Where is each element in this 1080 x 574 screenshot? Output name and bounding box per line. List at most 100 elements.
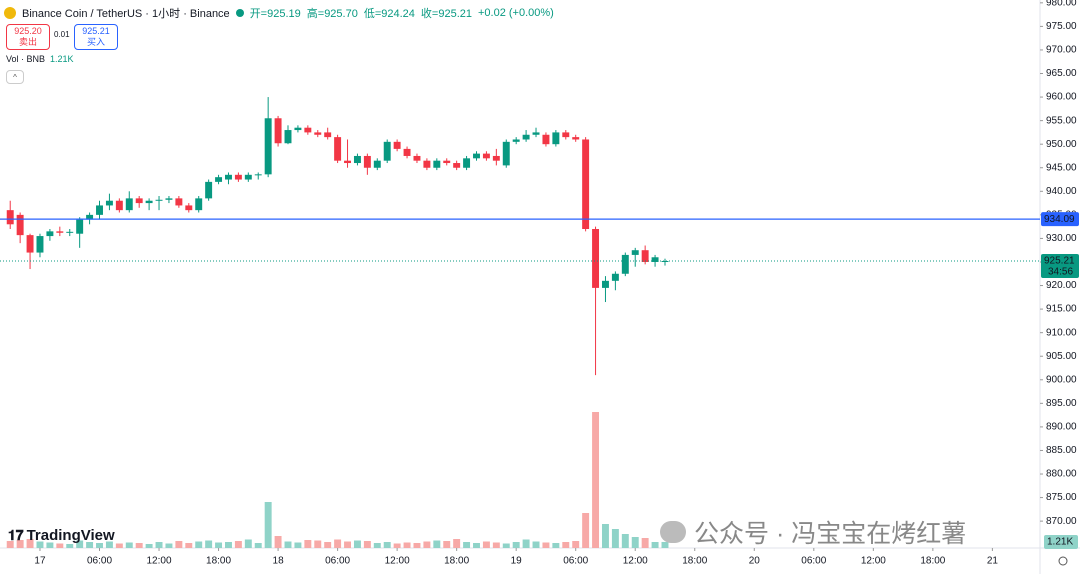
candle-body [105, 200, 113, 206]
y-tick-label: 950.00 [1046, 139, 1077, 150]
volume-bar [195, 541, 203, 548]
volume-bar [661, 541, 669, 548]
candle-body [512, 139, 520, 142]
candle-body [294, 127, 302, 131]
candle-body [314, 132, 322, 135]
volume-bar [592, 412, 600, 548]
volume-bar [522, 539, 530, 548]
candle-body [601, 280, 609, 288]
candle-body [26, 235, 34, 253]
y-tick-label: 900.00 [1046, 374, 1077, 385]
candle-body [244, 174, 252, 180]
x-tick-label: 18 [273, 556, 285, 567]
ohlc-close: 收=925.21 [420, 8, 472, 20]
candle-body [185, 205, 193, 211]
volume-value: 1.21K [50, 54, 74, 64]
candle-body [383, 141, 391, 161]
symbol-title: Binance Coin / TetherUS · 1小时 · Binance [22, 8, 230, 20]
candle-body [135, 198, 143, 204]
candle-body [46, 231, 54, 237]
volume-bar [105, 541, 113, 548]
volume-bar [552, 543, 560, 548]
sell-price: 925.20 [14, 26, 42, 36]
candle-body [16, 214, 24, 236]
x-tick-label: 18:00 [920, 556, 945, 567]
volume-bar [482, 541, 490, 548]
candle-body [631, 250, 639, 255]
candle-body [433, 160, 441, 168]
y-tick-label: 930.00 [1046, 233, 1077, 244]
x-tick-label: 21 [987, 556, 999, 567]
x-tick-label: 12:00 [623, 556, 648, 567]
volume-bar [264, 502, 272, 548]
volume-bar [383, 542, 391, 548]
volume-bar [512, 542, 520, 548]
candle-body [324, 132, 332, 138]
candle-body [304, 127, 312, 133]
volume-bar [532, 541, 540, 548]
candle-body [641, 250, 649, 262]
buy-button[interactable]: 925.21 买入 [74, 24, 118, 50]
x-tick-label: 17 [34, 556, 46, 567]
volume-bar [353, 540, 361, 548]
volume-bar [115, 543, 123, 548]
volume-bar [185, 543, 193, 548]
candle-body [344, 160, 351, 164]
y-tick-label: 880.00 [1046, 469, 1077, 480]
volume-bar [334, 539, 342, 548]
volume-bar [443, 541, 451, 548]
volume-label-bg [1044, 534, 1078, 549]
settings-icon[interactable] [1058, 556, 1068, 566]
candle-body [502, 141, 510, 166]
x-tick-label: 18:00 [682, 556, 707, 567]
x-tick-label: 18:00 [206, 556, 231, 567]
volume-bar [344, 541, 351, 548]
logo: 𝟏𝟕 TradingView [8, 527, 115, 544]
x-tick-label: 12:00 [861, 556, 886, 567]
watermark: 公众号 · 冯宝宝在烤红薯 [660, 514, 966, 550]
volume-bar [284, 541, 292, 548]
volume-bar [294, 542, 302, 548]
y-tick-label: 940.00 [1046, 186, 1077, 197]
coin-icon [4, 7, 16, 19]
candle-body [76, 219, 84, 234]
candle-body [532, 132, 540, 135]
candle-body [195, 198, 203, 211]
volume-bar [165, 543, 173, 548]
candle-body [453, 163, 461, 168]
header: Binance Coin / TetherUS · 1小时 · Binance … [4, 5, 554, 21]
x-tick-label: 06:00 [325, 556, 350, 567]
candle-body [115, 200, 123, 211]
volume-bar [46, 542, 54, 548]
sell-button[interactable]: 925.20 卖出 [6, 24, 50, 50]
volume-bar [453, 539, 461, 548]
logo-text: TradingView [26, 527, 115, 544]
volume-bar [145, 544, 153, 548]
y-tick-label: 945.00 [1046, 162, 1077, 173]
volume-legend: Vol · BNB 1.21K [6, 54, 74, 64]
candle-body [492, 155, 500, 161]
candle-body [562, 132, 570, 138]
y-tick-label: 915.00 [1046, 304, 1077, 315]
volume-name: Vol · BNB [6, 54, 46, 64]
y-tick-label: 965.00 [1046, 68, 1077, 79]
candle-body [254, 174, 262, 176]
x-tick-label: 19 [511, 556, 523, 567]
collapse-button[interactable]: ^ [6, 70, 24, 84]
candle-body [572, 137, 580, 140]
volume-bar [631, 537, 639, 548]
candle-body [56, 231, 64, 233]
volume-bar [274, 536, 282, 548]
candle-body [363, 155, 371, 168]
volume-bar [16, 540, 24, 548]
volume-bar [373, 543, 381, 548]
candle-body [353, 155, 361, 164]
volume-bar [304, 540, 312, 548]
candle-body [125, 198, 133, 211]
ohlc-change: +0.02 (+0.00%) [478, 7, 554, 19]
volume-bar [542, 542, 550, 548]
candle-body [165, 198, 173, 200]
volume-bar [433, 540, 441, 548]
candle-body [423, 160, 431, 168]
volume-bar [463, 542, 471, 548]
